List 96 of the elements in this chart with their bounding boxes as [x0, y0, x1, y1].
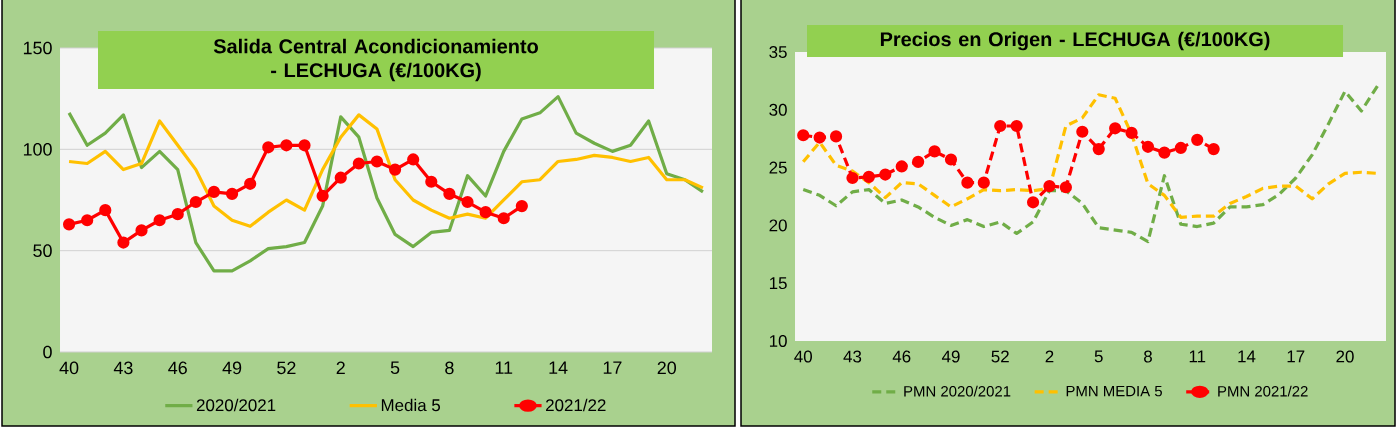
point	[225, 187, 239, 201]
point	[797, 129, 810, 142]
point	[994, 119, 1007, 133]
point	[407, 153, 420, 166]
point	[262, 141, 275, 154]
point	[1174, 141, 1187, 155]
chart-title: Salida Central Acondicionamiento - LECHUGA (€/100KG)	[213, 38, 538, 82]
point	[171, 208, 184, 221]
point	[846, 171, 859, 185]
point	[813, 131, 826, 144]
x-tick-label: 17	[1287, 350, 1305, 363]
legend-label: PMN 2020/2021	[904, 385, 1011, 397]
x-tick-label: 43	[843, 350, 862, 363]
x-tick-label: 49	[941, 350, 960, 363]
x-tick-label: 52	[991, 350, 1009, 363]
x-tick-label: 5	[390, 361, 400, 375]
point	[895, 160, 908, 173]
point	[316, 189, 329, 203]
point	[879, 168, 892, 181]
y-tick-label: 50	[33, 244, 52, 258]
y-tick-label: 25	[769, 161, 787, 174]
point	[153, 214, 166, 227]
legend-label: PMN 2021/22	[1218, 385, 1308, 397]
point	[388, 163, 402, 176]
x-tick-label: 20	[1336, 350, 1354, 363]
point	[1026, 196, 1040, 209]
point	[479, 206, 492, 219]
point	[298, 139, 311, 152]
point	[1191, 133, 1204, 146]
point	[944, 153, 958, 166]
point	[62, 218, 76, 231]
x-tick-label: 5	[1094, 350, 1103, 363]
point	[425, 175, 438, 188]
x-tick-label: 17	[603, 361, 622, 374]
legend-label: PMN MEDIA 5	[1066, 385, 1162, 397]
point	[1059, 181, 1072, 194]
point	[135, 224, 148, 237]
x-tick-label: 43	[113, 361, 133, 375]
x-tick-label: 14	[1238, 350, 1256, 363]
point	[81, 214, 94, 227]
y-tick-label: 0	[43, 345, 52, 359]
point	[1010, 119, 1023, 133]
y-tick-label: 35	[769, 46, 787, 58]
point	[244, 177, 257, 190]
x-tick-label: 14	[549, 361, 568, 374]
point	[370, 155, 384, 168]
point	[912, 155, 925, 168]
x-tick-label: 2	[1045, 350, 1054, 363]
point	[99, 204, 112, 217]
point	[117, 236, 130, 249]
x-tick-label: 46	[168, 361, 187, 375]
point	[352, 157, 365, 170]
point	[977, 176, 990, 189]
y-tick-label: 30	[769, 103, 787, 116]
x-tick-label: 2	[336, 361, 345, 375]
point	[207, 185, 221, 198]
point	[1158, 146, 1171, 159]
x-tick-label: 49	[222, 361, 242, 375]
x-tick-label: 40	[794, 350, 812, 363]
legend-label: 2021/22	[546, 398, 606, 412]
point	[334, 171, 347, 184]
legend-label: Media 5	[381, 398, 441, 412]
point	[515, 199, 528, 213]
point	[461, 195, 474, 209]
point	[1043, 179, 1056, 193]
y-tick-label: 20	[769, 219, 787, 232]
x-tick-label: 8	[1144, 350, 1152, 363]
point	[862, 170, 875, 183]
point	[1092, 143, 1105, 156]
point	[1076, 125, 1089, 138]
x-tick-label: 46	[892, 350, 911, 363]
line-series	[67, 113, 705, 228]
line-series	[67, 95, 705, 273]
point	[280, 139, 293, 152]
chart-title: Precios en Origen - LECHUGA (€/100KG)	[880, 31, 1270, 51]
x-tick-label: 11	[1189, 350, 1206, 363]
point	[443, 187, 456, 201]
y-tick-label: 10	[769, 335, 787, 347]
y-tick-label: 15	[769, 277, 787, 290]
point	[1125, 126, 1138, 140]
x-tick-label: 8	[445, 361, 454, 375]
point	[1207, 143, 1220, 156]
point	[829, 130, 843, 143]
legend-label: 2020/2021	[196, 398, 276, 412]
point	[189, 195, 202, 209]
point	[497, 212, 510, 225]
x-tick-label: 40	[59, 361, 79, 375]
point	[961, 176, 974, 189]
x-tick-label: 52	[277, 361, 296, 375]
point	[1141, 140, 1155, 153]
x-tick-label: 20	[657, 361, 677, 375]
point	[1109, 122, 1122, 135]
y-tick-label: 150	[23, 41, 52, 55]
x-tick-label: 11	[495, 361, 513, 374]
y-tick-label: 100	[23, 142, 52, 156]
point	[928, 145, 941, 158]
